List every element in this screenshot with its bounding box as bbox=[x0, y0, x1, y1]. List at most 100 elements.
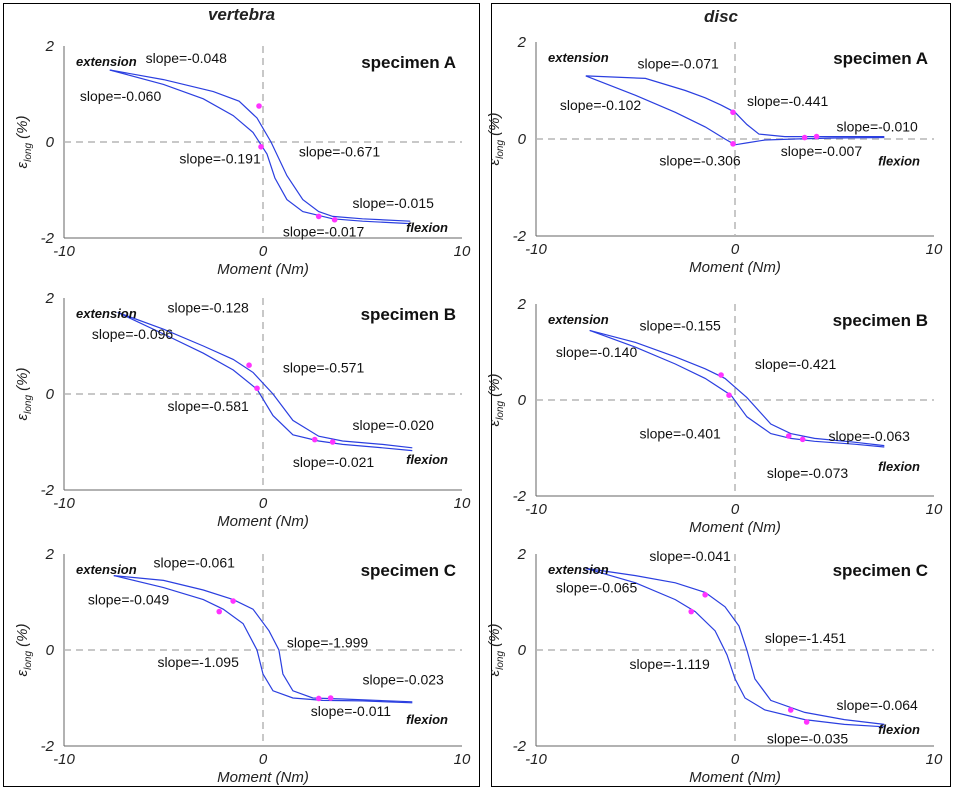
y-axis-label-unit: (%) bbox=[486, 624, 503, 652]
slope-annotation: slope=-0.061 bbox=[154, 554, 236, 570]
slope-marker bbox=[688, 608, 695, 615]
slope-annotation: slope=-0.306 bbox=[659, 153, 741, 169]
y-tick-label: -2 bbox=[513, 488, 527, 505]
slope-marker bbox=[230, 598, 236, 604]
y-tick-label: 0 bbox=[46, 642, 55, 659]
y-axis-label-subscript: long bbox=[495, 140, 506, 159]
x-tick-label: 10 bbox=[926, 751, 943, 768]
y-axis-label: εlong (%) bbox=[14, 368, 34, 421]
slope-annotation: slope=-0.064 bbox=[836, 697, 918, 713]
slope-marker bbox=[311, 436, 318, 443]
hysteresis-curve-2 bbox=[117, 311, 413, 452]
x-tick-label: 10 bbox=[926, 501, 943, 518]
x-tick-label: 0 bbox=[259, 495, 268, 512]
specimen-label: specimen C bbox=[361, 561, 456, 580]
slope-annotation: slope=-0.102 bbox=[560, 97, 642, 113]
hysteresis-curve-1 bbox=[117, 311, 413, 449]
slope-marker bbox=[315, 695, 322, 702]
y-tick-label: 2 bbox=[45, 290, 55, 307]
extension-label: extension bbox=[76, 54, 137, 69]
x-axis-label: Moment (Nm) bbox=[689, 259, 781, 276]
slope-marker bbox=[246, 362, 252, 368]
specimen-label: specimen A bbox=[833, 49, 928, 68]
flexion-label: flexion bbox=[878, 154, 920, 169]
flexion-label: flexion bbox=[406, 712, 448, 727]
specimen-label: specimen C bbox=[833, 561, 928, 580]
slope-marker bbox=[726, 392, 732, 398]
slope-marker bbox=[718, 372, 724, 378]
slope-marker bbox=[327, 695, 334, 701]
slope-annotation: slope=-0.015 bbox=[353, 195, 435, 211]
y-axis-label-subscript: long bbox=[23, 395, 34, 414]
slope-annotation: slope=-0.010 bbox=[836, 119, 918, 135]
slope-marker bbox=[254, 385, 260, 392]
y-axis-label-unit: (%) bbox=[14, 624, 31, 652]
x-tick-label: 10 bbox=[454, 495, 471, 512]
slope-marker bbox=[331, 216, 338, 223]
slope-marker bbox=[329, 439, 336, 445]
y-tick-label: -2 bbox=[513, 228, 527, 245]
slope-annotation: slope=-0.096 bbox=[92, 326, 174, 342]
flexion-label: flexion bbox=[878, 459, 920, 474]
x-tick-label: 10 bbox=[926, 241, 943, 258]
extension-label: extension bbox=[548, 312, 609, 327]
hysteresis-curve-2 bbox=[589, 329, 885, 448]
hysteresis-curve-1 bbox=[585, 567, 885, 725]
x-axis-label: Moment (Nm) bbox=[689, 519, 781, 536]
slope-marker bbox=[787, 707, 794, 713]
y-axis-label-unit: (%) bbox=[486, 113, 503, 141]
y-axis-label: εlong (%) bbox=[14, 116, 34, 169]
y-tick-label: -2 bbox=[41, 230, 55, 247]
slope-annotation: slope=-1.119 bbox=[630, 656, 711, 672]
slope-annotation: slope=-0.191 bbox=[179, 151, 261, 167]
slope-annotation: slope=-0.441 bbox=[747, 93, 829, 109]
y-axis-label-symbol: ε bbox=[14, 162, 31, 169]
hysteresis-curve-2 bbox=[109, 69, 411, 225]
x-tick-label: 10 bbox=[454, 243, 471, 260]
x-tick-label: 0 bbox=[731, 241, 740, 258]
slope-annotation: slope=-0.021 bbox=[293, 454, 375, 470]
x-tick-label: -10 bbox=[525, 241, 547, 258]
y-tick-label: 2 bbox=[517, 546, 527, 563]
slope-marker bbox=[730, 141, 736, 147]
y-axis-label-symbol: ε bbox=[486, 159, 503, 166]
y-tick-label: 0 bbox=[46, 134, 55, 151]
y-axis-label-subscript: long bbox=[23, 143, 34, 162]
slope-annotation: slope=-0.060 bbox=[80, 88, 162, 104]
slope-annotation: slope=-0.671 bbox=[299, 143, 381, 159]
y-axis-label-subscript: long bbox=[495, 401, 506, 420]
y-axis-label-symbol: ε bbox=[486, 420, 503, 427]
y-axis-label: εlong (%) bbox=[486, 374, 506, 427]
slope-annotation: slope=-0.140 bbox=[556, 344, 638, 360]
y-axis-label-unit: (%) bbox=[14, 116, 31, 144]
slope-annotation: slope=-1.095 bbox=[158, 654, 240, 670]
x-axis-label: Moment (Nm) bbox=[217, 769, 309, 786]
flexion-label: flexion bbox=[406, 220, 448, 235]
y-axis-label: εlong (%) bbox=[486, 624, 506, 677]
x-axis-label: Moment (Nm) bbox=[217, 261, 309, 278]
hysteresis-curve-2 bbox=[113, 575, 413, 704]
x-tick-label: 0 bbox=[731, 501, 740, 518]
y-tick-label: -2 bbox=[513, 738, 527, 755]
y-axis-label-subscript: long bbox=[23, 651, 34, 670]
slope-annotation: slope=-0.063 bbox=[829, 428, 911, 444]
y-axis-label-unit: (%) bbox=[14, 368, 31, 396]
y-tick-label: 2 bbox=[45, 546, 55, 563]
slope-marker bbox=[216, 608, 223, 615]
slope-marker bbox=[803, 719, 810, 725]
slope-annotation: slope=-0.007 bbox=[781, 143, 863, 159]
x-tick-label: 0 bbox=[259, 751, 268, 768]
x-tick-label: -10 bbox=[53, 495, 75, 512]
y-tick-label: -2 bbox=[41, 738, 55, 755]
slope-marker bbox=[813, 133, 820, 140]
slope-marker bbox=[799, 436, 806, 443]
x-tick-label: -10 bbox=[525, 501, 547, 518]
y-tick-label: 2 bbox=[45, 38, 55, 55]
specimen-label: specimen A bbox=[361, 53, 456, 72]
y-axis-label: εlong (%) bbox=[14, 624, 34, 677]
y-tick-label: 0 bbox=[518, 392, 527, 409]
